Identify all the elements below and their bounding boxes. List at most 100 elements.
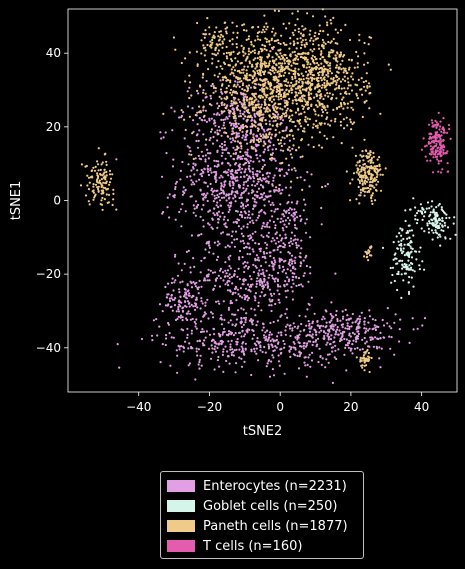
point: [341, 326, 344, 329]
point: [246, 55, 249, 59]
point: [223, 144, 226, 147]
point: [418, 268, 421, 271]
point: [327, 361, 330, 364]
point: [276, 90, 279, 93]
point: [174, 279, 177, 282]
point: [320, 50, 323, 53]
point: [311, 351, 314, 354]
point: [374, 199, 377, 202]
point: [437, 225, 440, 228]
point: [311, 126, 315, 129]
point: [368, 85, 371, 88]
point: [232, 50, 235, 54]
point: [238, 278, 241, 281]
point: [150, 334, 154, 337]
point: [263, 192, 266, 195]
point: [118, 366, 121, 369]
point: [254, 259, 257, 262]
point: [243, 246, 246, 250]
point: [192, 281, 195, 284]
point: [242, 47, 245, 51]
point: [231, 107, 234, 110]
point: [319, 76, 322, 79]
point: [249, 97, 252, 100]
point: [100, 163, 103, 166]
point: [290, 346, 293, 349]
point: [302, 105, 306, 108]
point: [273, 210, 276, 213]
point: [230, 59, 234, 63]
point: [397, 270, 400, 273]
point: [234, 230, 238, 233]
point: [442, 229, 445, 232]
point: [269, 339, 272, 342]
point: [91, 169, 94, 172]
point: [448, 216, 451, 219]
point: [221, 231, 225, 234]
point: [255, 280, 258, 283]
point: [239, 175, 242, 179]
point: [345, 369, 348, 372]
point: [227, 334, 230, 337]
point: [213, 348, 216, 351]
point: [434, 153, 437, 156]
point: [178, 288, 181, 291]
point: [373, 169, 376, 172]
point: [287, 208, 290, 212]
point: [265, 22, 268, 25]
point: [280, 114, 283, 117]
point: [238, 100, 241, 104]
point: [394, 252, 397, 255]
point: [259, 110, 262, 113]
point: [207, 240, 211, 243]
point: [261, 96, 265, 99]
point: [213, 171, 216, 174]
point: [221, 46, 224, 49]
point: [357, 185, 360, 189]
point: [300, 239, 303, 242]
point: [265, 62, 268, 65]
point: [279, 52, 282, 55]
point: [365, 364, 368, 367]
point: [366, 86, 369, 89]
point: [264, 135, 267, 138]
point: [227, 284, 230, 287]
point: [283, 142, 286, 145]
point: [318, 47, 321, 50]
point: [198, 360, 201, 364]
point: [425, 144, 428, 147]
point: [255, 282, 258, 286]
point: [356, 62, 359, 65]
point: [237, 122, 240, 125]
point: [224, 157, 227, 160]
point: [211, 142, 215, 145]
point: [270, 343, 273, 346]
point: [348, 66, 351, 69]
point: [217, 255, 220, 258]
point: [271, 112, 275, 115]
point: [249, 253, 252, 256]
point: [221, 67, 224, 70]
point: [322, 97, 325, 101]
point: [349, 335, 352, 338]
point: [264, 98, 267, 101]
point: [96, 186, 99, 189]
point: [364, 250, 367, 253]
point: [341, 98, 344, 101]
point: [315, 77, 318, 80]
point: [289, 269, 292, 272]
point: [251, 167, 254, 170]
point: [234, 63, 238, 66]
point: [434, 213, 437, 216]
point: [88, 203, 91, 206]
point: [216, 129, 219, 132]
point: [181, 160, 184, 164]
point: [222, 185, 225, 188]
point: [217, 132, 220, 136]
point: [265, 234, 268, 237]
point: [255, 352, 258, 355]
point: [295, 227, 298, 230]
point: [427, 231, 430, 234]
point: [268, 226, 271, 229]
point: [369, 187, 372, 190]
